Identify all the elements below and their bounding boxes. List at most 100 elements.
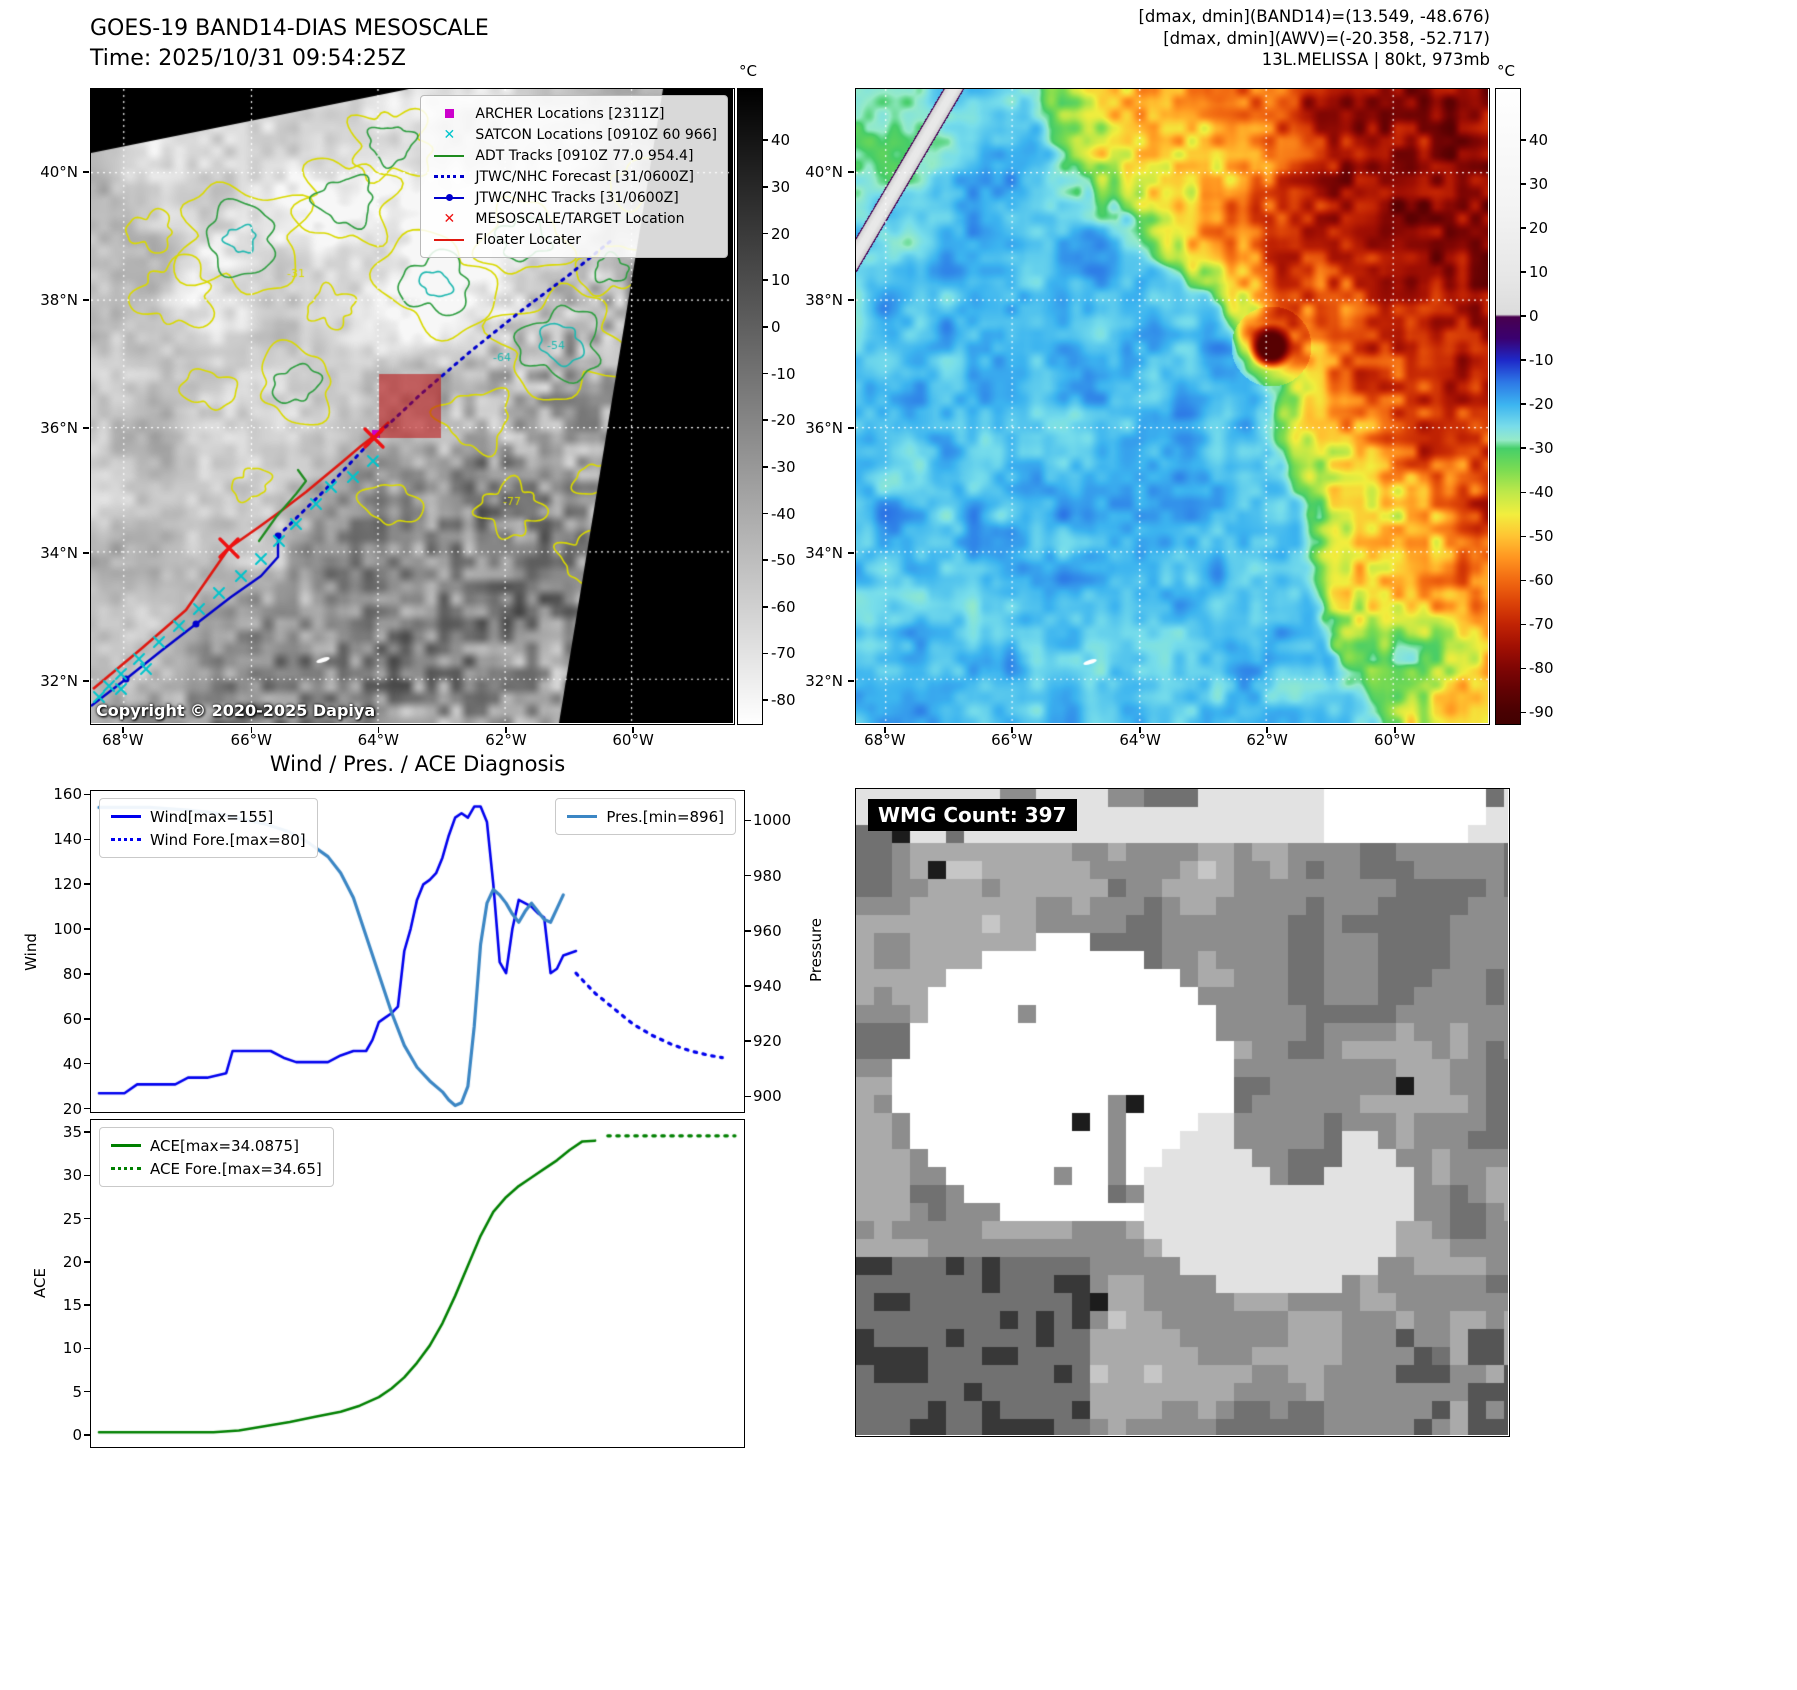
legend-item: ACE[max=34.0875] bbox=[111, 1134, 322, 1157]
tick-mark bbox=[884, 726, 886, 733]
tick-mark bbox=[763, 699, 768, 701]
tick-label: 36°N bbox=[40, 419, 78, 438]
tick-mark bbox=[84, 928, 90, 930]
tick-mark bbox=[83, 171, 89, 173]
tick-label: 0 bbox=[72, 1426, 82, 1444]
tick-mark bbox=[745, 819, 751, 822]
dmax-dmin-awv-text: [dmax, dmin](AWV)=(-20.358, -52.717) bbox=[1163, 28, 1490, 48]
tick-label: 40 bbox=[1529, 131, 1549, 150]
tick-label: -30 bbox=[771, 457, 796, 476]
ace-legend: ACE[max=34.0875] ACE Fore.[max=34.65] bbox=[99, 1127, 334, 1187]
tick-mark bbox=[848, 427, 854, 429]
band14-colorbar bbox=[737, 88, 763, 725]
archer-square-icon bbox=[431, 107, 467, 121]
tick-label: 32°N bbox=[805, 672, 843, 691]
tick-label: -80 bbox=[1529, 659, 1554, 678]
legend-label: SATCON Locations [0910Z 60 966] bbox=[475, 126, 717, 143]
tick-mark bbox=[84, 1217, 90, 1220]
tick-mark bbox=[84, 1261, 90, 1263]
awv-colorbar bbox=[1495, 88, 1521, 725]
legend-label: JTWC/NHC Tracks [31/0600Z] bbox=[475, 189, 679, 206]
tick-label: 40°N bbox=[805, 163, 843, 182]
tick-label: 30 bbox=[771, 177, 791, 196]
tick-label: 960 bbox=[753, 921, 782, 940]
tick-mark bbox=[84, 1390, 90, 1393]
legend-label: ARCHER Locations [2311Z] bbox=[475, 105, 665, 122]
legend-label: ACE[max=34.0875] bbox=[150, 1136, 299, 1155]
tick-mark bbox=[763, 652, 768, 655]
tick-label: 940 bbox=[753, 977, 782, 995]
tick-label: -30 bbox=[1529, 439, 1554, 458]
awv-colorbar-unit: °C bbox=[1497, 62, 1515, 80]
tick-mark bbox=[1521, 183, 1526, 185]
tick-label: 35 bbox=[62, 1122, 82, 1141]
tick-mark bbox=[1521, 491, 1526, 493]
tick-label: 60°W bbox=[1374, 731, 1416, 749]
pressure-axis-label: Pressure bbox=[807, 917, 826, 983]
tick-label: 160 bbox=[53, 785, 82, 804]
tick-label: -50 bbox=[1529, 527, 1554, 546]
tick-label: 1000 bbox=[753, 811, 792, 830]
tick-label: -60 bbox=[771, 597, 796, 616]
tick-mark bbox=[1521, 359, 1526, 361]
tick-mark bbox=[1521, 227, 1526, 229]
tick-label: 0 bbox=[771, 317, 781, 336]
tick-mark bbox=[848, 171, 854, 173]
tick-label: -70 bbox=[771, 644, 796, 663]
tick-label: 30 bbox=[1529, 175, 1549, 194]
copyright-watermark: Copyright © 2020-2025 Dapiya bbox=[96, 701, 376, 720]
tick-label: 30 bbox=[62, 1166, 82, 1185]
wmg-count-label: WMG Count: 397 bbox=[868, 799, 1077, 831]
tick-mark bbox=[745, 985, 751, 987]
tick-label: 15 bbox=[62, 1296, 82, 1315]
tick-mark bbox=[83, 680, 89, 682]
tick-label: 900 bbox=[753, 1087, 782, 1106]
tick-label: 34°N bbox=[40, 544, 78, 562]
tick-mark bbox=[84, 1434, 90, 1436]
tick-mark bbox=[84, 1018, 90, 1020]
satcon-x-icon: ✕ bbox=[443, 126, 456, 143]
legend-item: Wind Fore.[max=80] bbox=[111, 828, 306, 851]
tick-label: 64°W bbox=[357, 731, 400, 749]
tick-label: 5 bbox=[72, 1382, 82, 1401]
legend-label: Floater Locater bbox=[475, 231, 582, 248]
tick-mark bbox=[763, 606, 768, 608]
tick-label: 980 bbox=[753, 866, 782, 885]
target-x-icon: ✕ bbox=[443, 210, 456, 227]
tick-mark bbox=[83, 299, 89, 301]
awv-satellite-image bbox=[856, 89, 1488, 723]
tick-mark bbox=[84, 1347, 90, 1350]
tick-mark bbox=[632, 726, 634, 733]
floater-line-icon bbox=[431, 233, 467, 247]
tick-label: 62°W bbox=[1246, 731, 1288, 749]
tick-mark bbox=[763, 559, 768, 561]
tick-label: 920 bbox=[753, 1032, 782, 1051]
tick-mark bbox=[1521, 535, 1526, 537]
adt-track-line-icon bbox=[431, 149, 467, 163]
tick-mark bbox=[1521, 667, 1526, 669]
tick-label: 40 bbox=[771, 131, 791, 150]
line-icon bbox=[567, 815, 598, 818]
wind-pressure-chart: Wind[max=155] Wind Fore.[max=80] Pres.[mi… bbox=[90, 790, 745, 1113]
forecast-dotted-line-icon bbox=[431, 170, 467, 184]
tick-label: -50 bbox=[771, 551, 796, 570]
tick-mark bbox=[1139, 726, 1141, 733]
tick-mark bbox=[84, 883, 90, 885]
dmax-dmin-band14-text: [dmax, dmin](BAND14)=(13.549, -48.676) bbox=[1138, 7, 1490, 26]
tick-label: 20 bbox=[62, 1252, 82, 1271]
legend-label: Pres.[min=896] bbox=[606, 807, 724, 826]
wmg-panel: WMG Count: 397 bbox=[855, 788, 1510, 1437]
tick-label: -90 bbox=[1529, 703, 1554, 722]
tick-mark bbox=[745, 930, 751, 932]
tick-mark bbox=[1394, 726, 1396, 733]
jtwc-track-line-icon bbox=[431, 191, 467, 205]
wmg-image bbox=[856, 789, 1508, 1435]
line-icon bbox=[111, 1144, 141, 1147]
tick-mark bbox=[745, 874, 751, 877]
legend-item: ✕ MESOSCALE/TARGET Location bbox=[431, 208, 717, 229]
tick-label: 20 bbox=[1529, 219, 1549, 238]
pressure-legend: Pres.[min=896] bbox=[555, 798, 736, 835]
legend-item: ACE Fore.[max=34.65] bbox=[111, 1157, 322, 1180]
legend-item: Wind[max=155] bbox=[111, 805, 306, 828]
